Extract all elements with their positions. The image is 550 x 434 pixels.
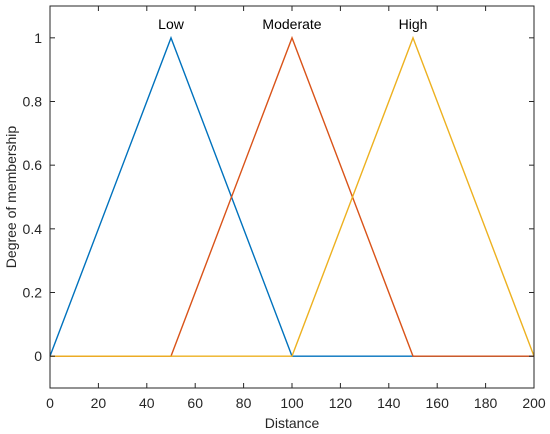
y-tick-label: 0.4 — [23, 221, 43, 237]
x-tick-label: 200 — [522, 395, 546, 411]
x-tick-label: 0 — [46, 395, 54, 411]
y-tick-label: 0.2 — [23, 285, 43, 301]
x-tick-label: 180 — [474, 395, 498, 411]
series-label-low: Low — [158, 16, 185, 32]
series-line-low — [49, 35, 534, 357]
y-tick-label: 0.8 — [23, 94, 43, 110]
series-label-moderate: Moderate — [262, 16, 321, 32]
x-axis-label: Distance — [265, 415, 320, 431]
series-line-moderate — [50, 35, 534, 357]
plot-frame — [49, 5, 535, 389]
x-tick-label: 60 — [187, 395, 203, 411]
y-axis-label: Degree of membership — [3, 126, 19, 269]
x-tick-label: 160 — [426, 395, 450, 411]
x-tick-label: 20 — [91, 395, 107, 411]
series-label-high: High — [399, 16, 428, 32]
ticks-layer: 0 20 40 60 80 100 120 140 160 180 200 0 0.2 0.4 0.6 0.8… — [23, 6, 546, 411]
x-tick-label: 120 — [329, 395, 353, 411]
series-layer — [49, 35, 535, 357]
x-tick-label: 40 — [139, 395, 155, 411]
y-tick-label: 1 — [34, 30, 42, 46]
y-tick-label: 0.6 — [23, 157, 43, 173]
annotation-layer: Low Moderate High — [158, 16, 427, 32]
y-tick-label: 0 — [34, 348, 42, 364]
x-tick-label: 140 — [377, 395, 401, 411]
series-line-high — [50, 35, 535, 357]
x-tick-label: 80 — [236, 395, 252, 411]
x-tick-label: 100 — [280, 395, 304, 411]
